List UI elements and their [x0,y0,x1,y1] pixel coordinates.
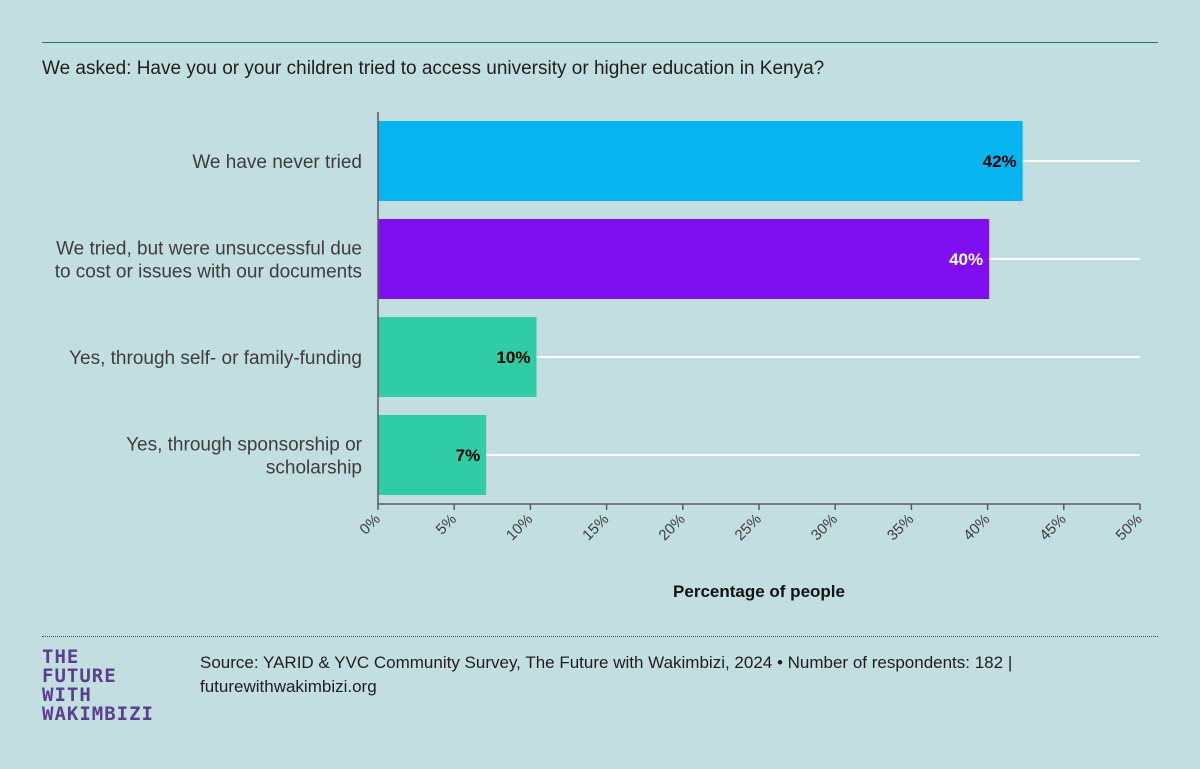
category-label: We have never tried [192,152,362,173]
bar-value-label: 7% [456,446,481,465]
x-tick-label: 10% [503,511,536,544]
category-label: to cost or issues with our documents [55,262,362,283]
x-tick-label: 20% [655,511,688,544]
x-tick-label: 5% [433,511,460,538]
source-line-1: Source: YARID & YVC Community Survey, Th… [200,653,1013,672]
bar-value-label: 42% [983,152,1017,171]
bar-value-label: 40% [949,250,983,269]
bar [378,219,990,299]
source-link[interactable]: futurewithwakimbizi.org [200,677,377,696]
category-label: We tried, but were unsuccessful due [56,239,362,260]
footer-rule [42,636,1158,637]
bar [378,415,487,495]
category-label: Yes, through sponsorship or [126,435,363,456]
bar [378,317,537,397]
x-tick-label: 15% [579,511,612,544]
chart-question: We asked: Have you or your children trie… [42,58,825,79]
logo-line-3: WITH [42,684,92,706]
wakimbizi-logo: THE FUTURE WITH WAKIMBIZI [42,648,192,724]
source-note: Source: YARID & YVC Community Survey, Th… [200,651,1100,699]
x-tick-label: 25% [732,511,765,544]
bar [378,121,1023,201]
x-tick-label: 0% [356,511,383,538]
x-tick-label: 45% [1036,511,1069,544]
x-tick-label: 30% [808,511,841,544]
logo-line-4: WAKIMBIZI [42,703,154,725]
x-tick-label: 35% [884,511,917,544]
x-tick-label: 50% [1113,511,1146,544]
category-label: scholarship [266,458,362,479]
category-label: Yes, through self- or family-funding [69,348,362,369]
bar-value-label: 10% [496,348,530,367]
top-rule [42,42,1158,43]
x-tick-label: 40% [960,511,993,544]
logo-line-1: THE [42,646,80,668]
logo-line-2: FUTURE [42,665,117,687]
x-axis-title: Percentage of people [673,582,845,601]
